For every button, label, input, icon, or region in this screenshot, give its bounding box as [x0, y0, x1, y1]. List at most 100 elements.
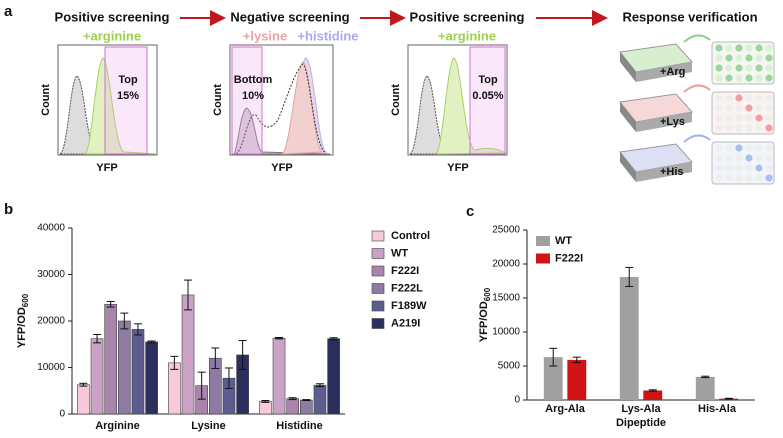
error-bar	[625, 266, 634, 287]
error-bar	[288, 397, 297, 401]
bar	[259, 401, 272, 415]
axis-label: YFP	[447, 162, 468, 174]
step-title: Response verification	[622, 9, 757, 24]
well	[725, 94, 733, 102]
well	[745, 74, 753, 82]
y-tick-label: 30000	[37, 269, 65, 280]
error-bar	[275, 337, 284, 340]
condition: +histidine	[297, 28, 358, 43]
well	[765, 44, 773, 52]
error-bar	[572, 356, 581, 364]
error-bar	[261, 400, 270, 403]
well	[745, 164, 753, 172]
well	[735, 174, 743, 182]
axis-label: YFP	[271, 162, 292, 174]
plate-label: +Arg	[660, 66, 685, 78]
legend-swatch	[371, 248, 385, 259]
well	[735, 54, 743, 62]
error-bar	[211, 347, 220, 369]
well	[765, 54, 773, 62]
axis-label: YFP	[96, 162, 117, 174]
y-tick-label: 0	[514, 395, 520, 406]
y-tick-label: 15000	[492, 293, 520, 304]
legend-swatch	[536, 253, 550, 264]
histogram: Bottom 10% Count YFP	[212, 44, 334, 174]
bar	[181, 294, 195, 415]
well	[755, 44, 763, 52]
well	[715, 64, 723, 72]
well	[715, 174, 723, 182]
error-bar	[106, 300, 115, 308]
well	[755, 54, 763, 62]
plates: +Arg +Lys +His	[619, 34, 775, 185]
plate-label: +Lys	[660, 116, 685, 128]
bar	[643, 390, 663, 400]
condition: +lysine	[243, 28, 287, 43]
bar	[131, 329, 145, 415]
legend-swatch	[371, 283, 385, 294]
error-bar	[170, 355, 179, 370]
well	[765, 124, 773, 132]
bar	[695, 376, 715, 400]
well	[765, 74, 773, 82]
well	[755, 174, 763, 182]
histogram: Top 0.05% Count YFP	[390, 44, 508, 174]
error-bar	[315, 383, 324, 388]
error-bar	[224, 367, 233, 389]
error-bar	[302, 399, 311, 402]
well	[725, 54, 733, 62]
well	[765, 64, 773, 72]
well	[765, 94, 773, 102]
x-tick-label: Arg-Ala	[545, 403, 586, 415]
bar	[543, 357, 563, 400]
y-tick-label: 20000	[492, 259, 520, 270]
gate-label: Bottom	[234, 74, 273, 86]
gate-label: Top	[478, 74, 498, 86]
error-bar	[93, 333, 102, 344]
y-label-main: YFP/OD	[478, 301, 490, 342]
panel-label: a	[4, 3, 13, 20]
axis-label: Count	[212, 84, 224, 116]
bar	[327, 338, 340, 415]
well	[725, 154, 733, 162]
legend-label: WT	[391, 247, 408, 259]
condition: +arginine	[83, 28, 141, 43]
chart: b 0 10000 20000 30000 40000 YFP/OD600 Arginine L…	[4, 201, 430, 432]
well	[725, 164, 733, 172]
well	[735, 64, 743, 72]
x-tick-label: Lys-Ala	[621, 403, 661, 415]
x-tick-label: Arginine	[95, 420, 140, 432]
well	[745, 154, 753, 162]
well	[765, 164, 773, 172]
well	[725, 74, 733, 82]
step-title: Negative screening	[230, 9, 349, 24]
well	[725, 144, 733, 152]
y-tick-label: 10000	[492, 327, 520, 338]
well	[735, 74, 743, 82]
x-tick-label: Histidine	[276, 420, 322, 432]
y-label-subscript: 600	[483, 287, 492, 301]
well	[765, 174, 773, 182]
y-tick-label: 10000	[37, 362, 65, 373]
well	[725, 174, 733, 182]
legend-label: F222L	[391, 282, 423, 294]
chart: c 0 5000 10000 15000 20000 25000 YFP/OD600 Dipep…	[466, 203, 755, 429]
panel-label: c	[466, 203, 474, 220]
x-tick-label: His-Ala	[698, 403, 737, 415]
well	[755, 124, 763, 132]
well	[765, 114, 773, 122]
error-bar	[648, 389, 657, 392]
step-title: Positive screening	[410, 9, 525, 24]
well	[745, 64, 753, 72]
error-bar	[147, 340, 156, 344]
well	[765, 154, 773, 162]
legend-swatch	[371, 318, 385, 329]
well	[725, 114, 733, 122]
well	[745, 104, 753, 112]
error-bar	[120, 312, 129, 330]
bar	[299, 399, 313, 415]
error-bar	[184, 279, 193, 311]
legend-label: Control	[391, 230, 430, 242]
legend-swatch	[371, 265, 385, 277]
